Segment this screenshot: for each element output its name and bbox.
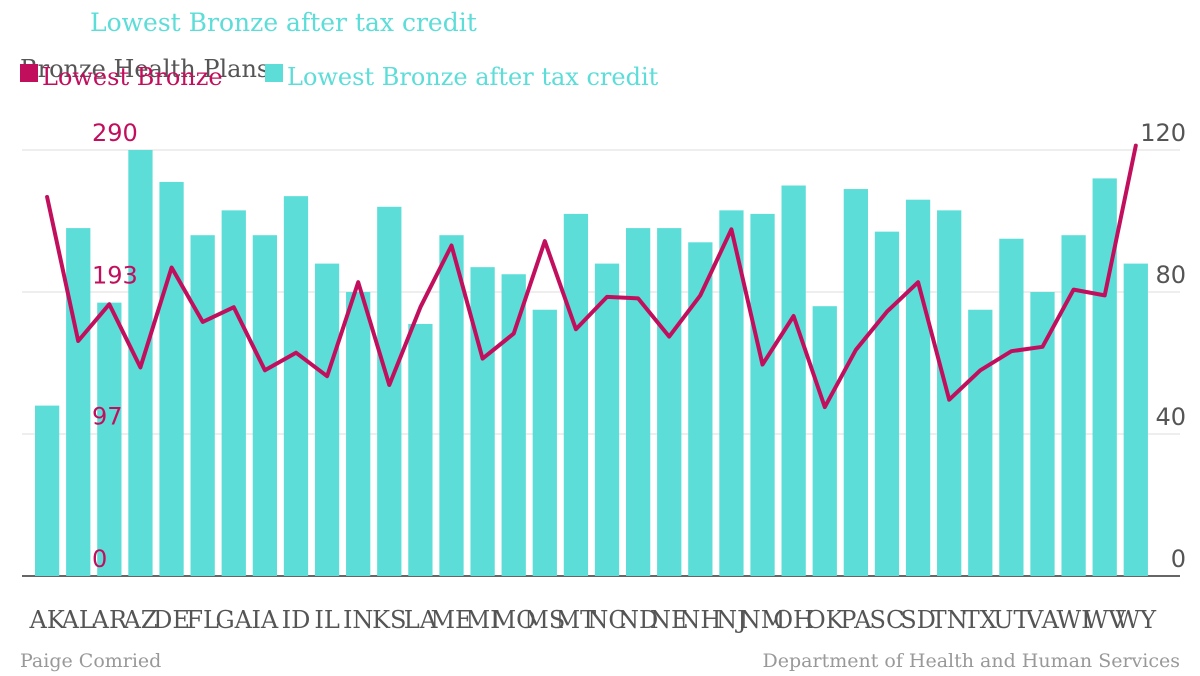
category-label: AR [91,606,128,634]
bar-IA [252,235,277,576]
bar-MO [501,274,526,576]
right-tick-label: 80 [1155,261,1186,289]
left-tick-label: 97 [92,403,123,431]
bar-NC [594,263,620,576]
category-label: WV [1084,606,1127,634]
bar-KS [377,206,402,577]
bar-WI [1061,235,1086,576]
chart-title: Bronze Health Plans [20,55,269,83]
bar-LA [408,323,433,576]
bar-IN [346,292,371,576]
left-tick-label: 193 [92,261,138,289]
category-label: WY [1116,606,1158,634]
bar-NE [657,228,682,576]
category-label: NH [679,606,721,634]
bar-MI [470,267,495,576]
category-label: AZ [122,606,157,634]
right-tick-label: 120 [1140,119,1186,147]
bar-WY [1123,263,1148,576]
bar-UT [999,238,1024,576]
category-label: NE [650,606,689,634]
bar-AR [97,302,122,576]
category-label: OH [773,606,814,634]
bar-ID [283,196,309,576]
category-label: NJ [716,606,747,634]
bar-MT [563,213,589,576]
category-label: LA [404,606,438,634]
bar-SC [874,231,900,576]
line-series [45,143,1138,410]
category-label: TX [964,606,997,634]
category-label: AK [28,606,65,634]
bar-SD [905,199,931,576]
bar-OK [812,306,837,576]
bar-PA [843,189,868,577]
category-label: MI [466,606,500,634]
legend-label-after-tax-credit: Lowest Bronze after tax credit [287,63,659,91]
category-label: MS [524,606,565,634]
category-label: IL [314,606,339,634]
bar-ME [439,235,464,576]
category-label: OK [806,606,845,634]
bar-GA [221,210,246,576]
category-label: KS [372,606,406,634]
bar-OH [781,185,806,576]
category-label: IA [251,606,278,634]
category-label: NM [740,606,786,634]
category-label: TN [931,606,968,634]
category-label: DE [153,606,190,634]
category-label: NC [587,606,626,634]
legend-swatch-after-tax-credit [265,64,283,82]
category-label: ID [282,606,311,634]
line-lowest-bronze [45,143,1138,410]
bar-FL [190,235,215,576]
left-tick-label: 290 [92,119,138,147]
category-label: MT [556,606,597,634]
category-label: MO [492,606,536,634]
bar-series [35,150,1148,577]
category-label: SD [900,606,936,634]
bar-AL [66,228,91,576]
legend: Lowest Bronze Lowest Bronze after tax cr… [20,63,659,91]
category-label: VA [1025,606,1060,634]
bar-DE [159,181,184,576]
legend-label-lowest-bronze: Lowest Bronze [42,63,223,91]
left-axis-ticks: 0 97 193 290 [92,119,138,573]
category-label: ME [430,606,472,634]
bar-MS [532,309,557,576]
legend-swatch-lowest-bronze [20,64,38,82]
bar-WV [1092,178,1117,576]
category-label: UT [993,606,1029,634]
bar-IL [314,263,340,576]
bar-VA [1030,292,1055,576]
right-tick-label: 0 [1171,545,1186,573]
category-label: IN [343,606,373,634]
category-label: AL [61,606,95,634]
bar-NM [750,213,775,576]
right-axis-ticks: 0 40 80 120 [1140,119,1186,573]
left-tick-label: 0 [92,545,107,573]
category-label: ND [618,606,658,634]
category-label: SC [870,606,905,634]
bar-ND [625,228,651,576]
footer-source: Department of Health and Human Services [763,650,1180,672]
footer-author: Paige Comried [20,650,161,672]
bar-TX [968,309,993,576]
bar-AK [35,405,60,576]
right-tick-label: 40 [1155,403,1186,431]
category-label: FL [186,606,219,634]
top-series-label: Lowest Bronze after tax credit [90,8,477,37]
category-label: PA [840,606,872,634]
category-label: GA [216,606,253,634]
category-label: WI [1057,606,1091,634]
